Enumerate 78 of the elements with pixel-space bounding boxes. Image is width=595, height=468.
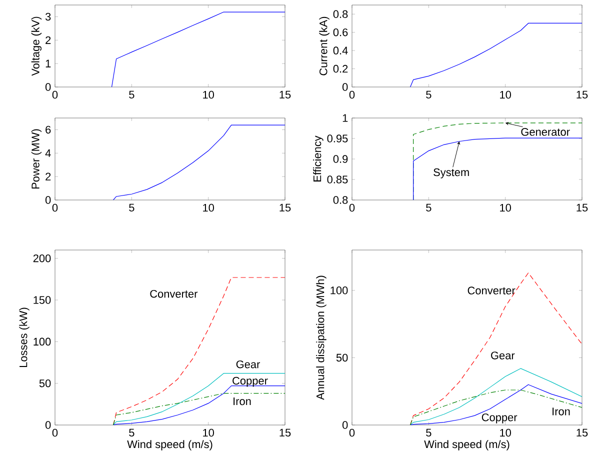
y-tick-label: 0.95 xyxy=(327,134,348,142)
x-tick-label: 5 xyxy=(129,204,134,212)
y-tick-label: 6 xyxy=(46,126,51,134)
y-tick-label: 50 xyxy=(39,379,51,388)
x-tick-label: 15 xyxy=(576,90,588,98)
x-tick-label: 5 xyxy=(426,90,432,98)
y-tick-label: 0 xyxy=(45,196,51,204)
y-tick-label: 0 xyxy=(342,83,348,91)
x-tick-label: 15 xyxy=(280,204,291,212)
line-series xyxy=(112,373,286,425)
x-tick-label: 15 xyxy=(576,428,588,436)
series-label: System xyxy=(434,168,469,178)
y-tick-label: 0.9 xyxy=(333,155,348,163)
y-tick-label: 2 xyxy=(46,36,51,44)
text: Converter xyxy=(150,290,198,298)
y-tick-label: 2 xyxy=(46,172,51,180)
y-tick-label: 4 xyxy=(45,149,51,157)
x-tick-label: 0 xyxy=(349,90,355,99)
y-tick-label: 0 xyxy=(45,83,51,91)
y-tick-label: 200 xyxy=(33,254,51,262)
series-label: Gear xyxy=(491,352,515,360)
y-tick-label: 1 xyxy=(342,114,348,122)
y-tick-label: 150 xyxy=(34,296,51,304)
y-axis-title: Voltage (kV) xyxy=(31,16,42,76)
y-tick-label: 0 xyxy=(45,421,51,429)
line-series xyxy=(111,12,286,87)
y-tick-label: 0.2 xyxy=(333,64,348,73)
y-tick-label: 0.4 xyxy=(333,46,348,54)
x-tick-label: 10 xyxy=(203,204,214,212)
y-axis-title: Annual dissipation (MWh) xyxy=(316,276,326,400)
line-series xyxy=(413,138,582,200)
y-tick-label: 50 xyxy=(336,354,348,362)
x-tick-label: 10 xyxy=(500,204,511,212)
y-axis-title: Losses (kW) xyxy=(19,308,30,368)
series-label: Copper xyxy=(232,376,268,387)
y-axis-title: Current (kA) xyxy=(319,16,330,76)
x-tick-label: 15 xyxy=(280,428,291,436)
y-tick-label: 0.8 xyxy=(333,196,348,204)
series-label: Converter xyxy=(468,286,516,294)
series-label: Iron xyxy=(234,398,251,406)
x-tick-label: 10 xyxy=(203,90,214,99)
series-label: Gear xyxy=(236,360,260,368)
line-series xyxy=(410,22,582,87)
series-label: Copper xyxy=(482,413,518,424)
x-tick-label: 10 xyxy=(500,90,511,99)
line-series xyxy=(410,368,582,425)
series-label: Iron xyxy=(552,408,570,416)
x-axis-title: Wind speed (m/s) xyxy=(424,440,510,450)
line-series xyxy=(112,386,286,425)
x-tick-label: 15 xyxy=(280,90,291,98)
x-tick-label: 0 xyxy=(52,428,58,437)
y-tick-label: 100 xyxy=(330,286,348,294)
x-tick-label: 0 xyxy=(52,90,58,99)
line-series xyxy=(112,277,286,425)
y-tick-label: 0.85 xyxy=(327,176,348,184)
x-tick-label: 5 xyxy=(426,428,432,436)
x-tick-label: 10 xyxy=(203,428,214,437)
line-series xyxy=(410,272,582,425)
y-tick-label: 0.8 xyxy=(333,10,348,18)
y-axis-title: Power (MW) xyxy=(31,129,42,189)
line-series xyxy=(112,124,286,200)
x-tick-label: 5 xyxy=(129,428,134,436)
series-label: Generator xyxy=(521,128,570,136)
y-tick-label: 100 xyxy=(34,338,51,346)
x-tick-label: 5 xyxy=(129,90,134,98)
x-tick-label: 15 xyxy=(576,204,588,212)
x-tick-label: 0 xyxy=(349,428,355,437)
x-tick-label: 0 xyxy=(52,204,58,212)
y-tick-label: 3 xyxy=(45,12,51,21)
y-axis-title: Efficiency xyxy=(313,136,324,182)
y-tick-label: 0 xyxy=(342,421,348,429)
x-tick-label: 10 xyxy=(500,428,511,437)
y-tick-label: 0.6 xyxy=(333,28,348,36)
x-axis-title: Wind speed (m/s) xyxy=(127,440,212,450)
line-series xyxy=(112,393,286,425)
x-tick-label: 0 xyxy=(349,204,355,212)
y-tick-label: 1 xyxy=(46,60,51,68)
x-tick-label: 5 xyxy=(426,204,432,212)
